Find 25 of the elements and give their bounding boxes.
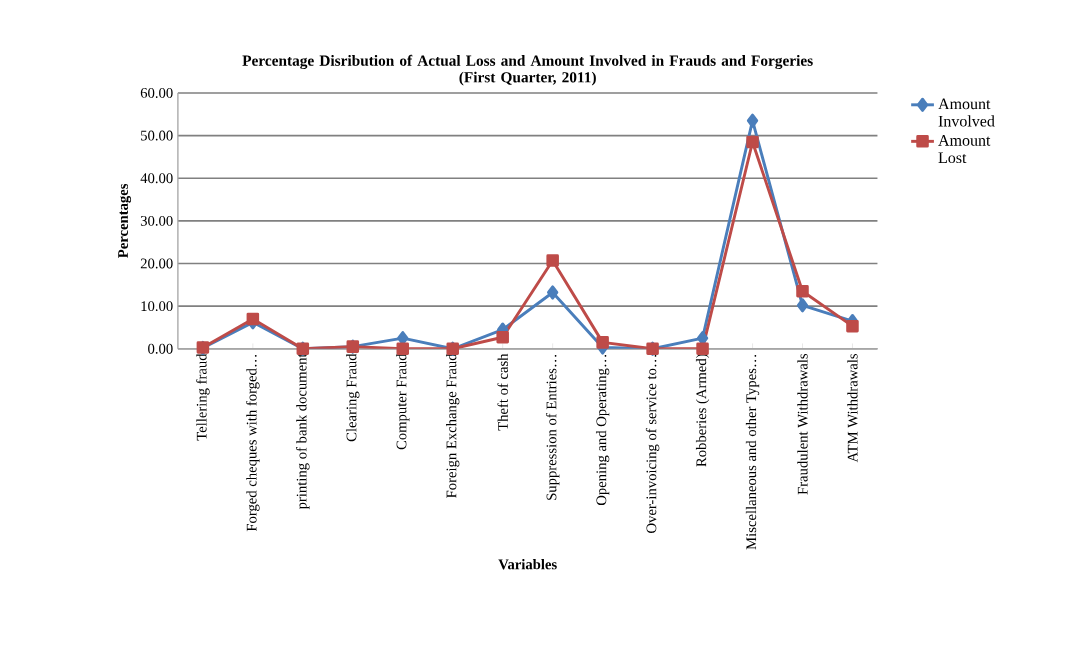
x-tick-label: Fraudulent Withdrawals bbox=[797, 354, 808, 495]
chart-title: Percentage Disribution of Actual Loss and Amount Involved in Frauds and Forgeries bbox=[242, 55, 813, 70]
y-tick-label: 40.00 bbox=[140, 173, 173, 184]
legend-label: Amount Lost bbox=[938, 135, 991, 164]
x-tick-label: Opening and Operating… bbox=[595, 355, 610, 506]
y-axis-title: Percentages bbox=[118, 184, 132, 259]
legend-label: Amount Involved bbox=[938, 98, 995, 127]
x-tick-label: Clearing Fraud bbox=[346, 353, 360, 442]
y-tick-label: 20.00 bbox=[140, 258, 173, 269]
x-tick-label: Suppression of Entries… bbox=[545, 355, 560, 501]
y-tick-label: 30.00 bbox=[140, 216, 173, 227]
chart-subtitle: (First Quarter, 2011) bbox=[459, 71, 596, 86]
x-tick-label: Over-invoicing of service to… bbox=[645, 355, 660, 534]
y-tick-label: 50.00 bbox=[141, 130, 173, 141]
x-tick-label: Forged cheques with forged… bbox=[246, 355, 260, 532]
x-axis-title: Variables bbox=[498, 559, 557, 570]
x-tick-label: ATM Withdrawals bbox=[847, 354, 858, 463]
x-tick-label: Robberies (Armed) bbox=[695, 354, 710, 467]
x-tick-label: Theft of cash bbox=[497, 353, 508, 431]
x-tick-label: printing of bank document bbox=[296, 353, 310, 510]
x-tick-label: Tellering fraud bbox=[196, 353, 210, 441]
y-tick-label: 60.00 bbox=[140, 88, 173, 99]
y-tick-label: 10.00 bbox=[141, 301, 173, 312]
x-tick-label: Miscellaneous and other Types… bbox=[745, 355, 760, 550]
y-tick-label: 0.00 bbox=[148, 344, 173, 354]
